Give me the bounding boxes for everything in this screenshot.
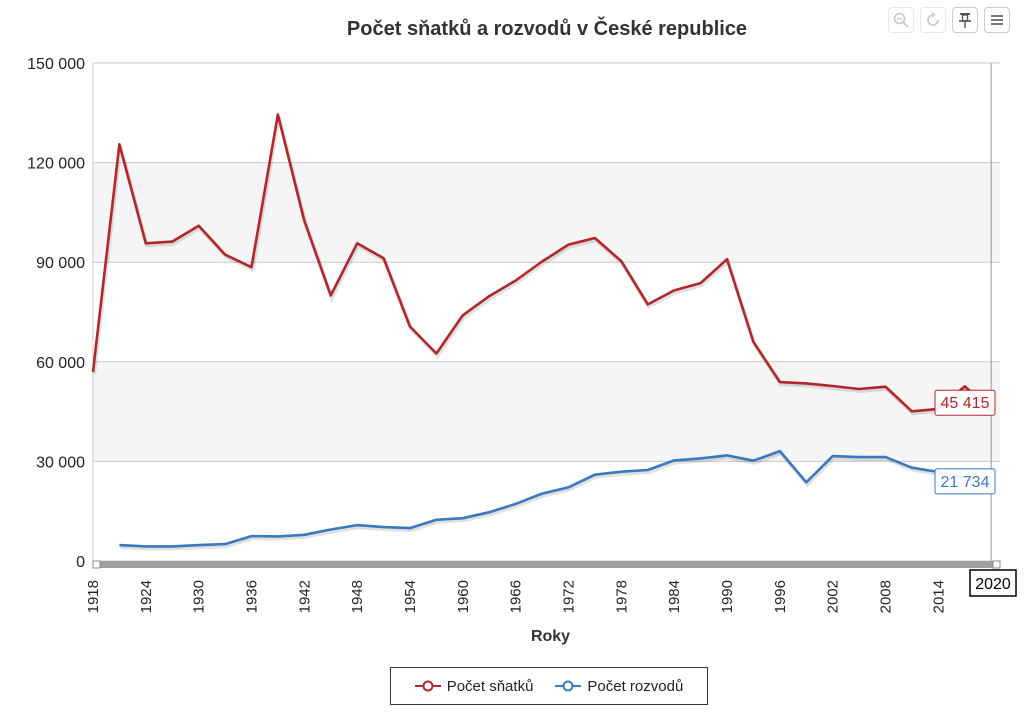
pin-button[interactable]	[952, 7, 978, 33]
chart-title: Počet sňatků a rozvodů v České republice	[346, 18, 748, 40]
end-label-box	[934, 468, 996, 495]
pin-icon	[959, 13, 971, 28]
legend-item-divorces[interactable]: Počet rozvodů	[555, 678, 683, 695]
x-tick-label: 1960	[455, 580, 472, 613]
end-label-box	[934, 389, 996, 416]
zoom-button[interactable]	[888, 7, 914, 33]
chart-legend: Počet sňatků Počet rozvodů	[390, 667, 708, 705]
x-tick-label: 1918	[85, 580, 102, 613]
series-shadow	[120, 450, 993, 551]
y-tick-label: 150 000	[27, 56, 85, 73]
y-tick-label: 30 000	[36, 454, 85, 471]
navigator-bar[interactable]	[93, 561, 1000, 568]
chart-toolbar	[888, 7, 1010, 33]
crosshair-label: 2020	[975, 576, 1011, 593]
navigator-handle-left[interactable]	[92, 560, 101, 569]
x-tick-label: 1990	[719, 580, 736, 613]
zoom-icon	[893, 12, 909, 28]
plot-band	[93, 361, 1000, 462]
end-label-marriages: 45 415	[941, 395, 990, 412]
x-tick-label: 1972	[561, 580, 578, 613]
x-tick-label: 2002	[825, 580, 842, 613]
x-tick-label: 1996	[772, 580, 789, 613]
legend-label-divorces: Počet rozvodů	[587, 677, 684, 695]
y-tick-label: 0	[76, 554, 85, 571]
x-axis-title: Roky	[531, 628, 570, 645]
x-tick-label: 1936	[244, 580, 261, 613]
x-tick-label: 1942	[296, 580, 313, 613]
x-tick-label: 1978	[613, 580, 630, 613]
menu-button[interactable]	[984, 7, 1010, 33]
legend-item-marriages[interactable]: Počet sňatků	[414, 677, 534, 695]
series-line-marriages[interactable]	[91, 113, 993, 413]
end-label-divorces: 21 734	[941, 474, 990, 491]
reset-zoom-icon	[927, 11, 939, 26]
x-tick-label: 1954	[402, 580, 419, 613]
x-tick-label: 2014	[930, 580, 947, 613]
navigator-handle-right[interactable]	[992, 560, 1001, 569]
legend-label-marriages: Počet sňatků	[446, 677, 534, 695]
series-line-divorces[interactable]	[119, 449, 992, 548]
y-tick-label: 60 000	[36, 355, 85, 372]
plot-band	[93, 162, 1000, 263]
series-shadow	[92, 116, 994, 416]
y-tick-label: 90 000	[36, 255, 85, 272]
y-tick-label: 120 000	[27, 156, 85, 173]
x-tick-label: 1930	[191, 580, 208, 613]
x-tick-label: 1924	[138, 580, 155, 613]
legend-marker-icon	[414, 680, 441, 692]
menu-icon	[991, 15, 1003, 25]
x-tick-label: 2008	[878, 580, 895, 613]
x-tick-label: 1948	[349, 580, 366, 613]
x-tick-label: 1966	[508, 580, 525, 613]
crosshair-label-box	[969, 569, 1017, 597]
reset-zoom-button[interactable]	[920, 7, 946, 33]
legend-marker-icon	[555, 680, 582, 692]
x-tick-label: 1984	[666, 580, 683, 613]
